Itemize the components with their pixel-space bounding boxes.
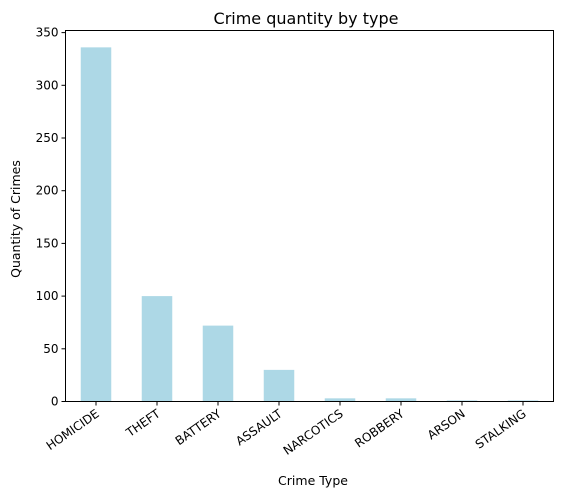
x-axis-label: Crime Type <box>278 473 348 488</box>
y-tick-label: 350 <box>36 26 59 40</box>
y-axis-ticks: 0 50 100 150 200 250 300 350 <box>36 26 66 409</box>
y-tick-label: 150 <box>36 236 59 250</box>
x-tick-label: ARSON <box>425 406 468 442</box>
bar-homicide <box>81 47 112 401</box>
y-axis-label: Quantity of Crimes <box>8 160 23 278</box>
x-tick-label: HOMICIDE <box>44 406 102 453</box>
y-tick-label: 0 <box>51 395 59 409</box>
bar-battery <box>203 326 234 402</box>
y-tick-label: 200 <box>36 184 59 198</box>
y-tick-label: 100 <box>36 289 59 303</box>
chart-title: Crime quantity by type <box>214 9 399 28</box>
y-tick-label: 50 <box>43 342 58 356</box>
bars-group <box>81 47 539 401</box>
x-tick-label: THEFT <box>123 406 163 440</box>
y-tick-label: 250 <box>36 131 59 145</box>
bar-theft <box>142 296 173 401</box>
x-tick-label: ASSAULT <box>233 406 285 448</box>
x-tick-label: ROBBERY <box>352 406 407 450</box>
y-tick-label: 300 <box>36 78 59 92</box>
x-tick-label: BATTERY <box>173 406 225 448</box>
plot-frame <box>66 31 554 402</box>
x-tick-label: NARCOTICS <box>281 406 346 457</box>
x-tick-label: STALKING <box>473 406 529 451</box>
bar-assault <box>264 370 295 402</box>
